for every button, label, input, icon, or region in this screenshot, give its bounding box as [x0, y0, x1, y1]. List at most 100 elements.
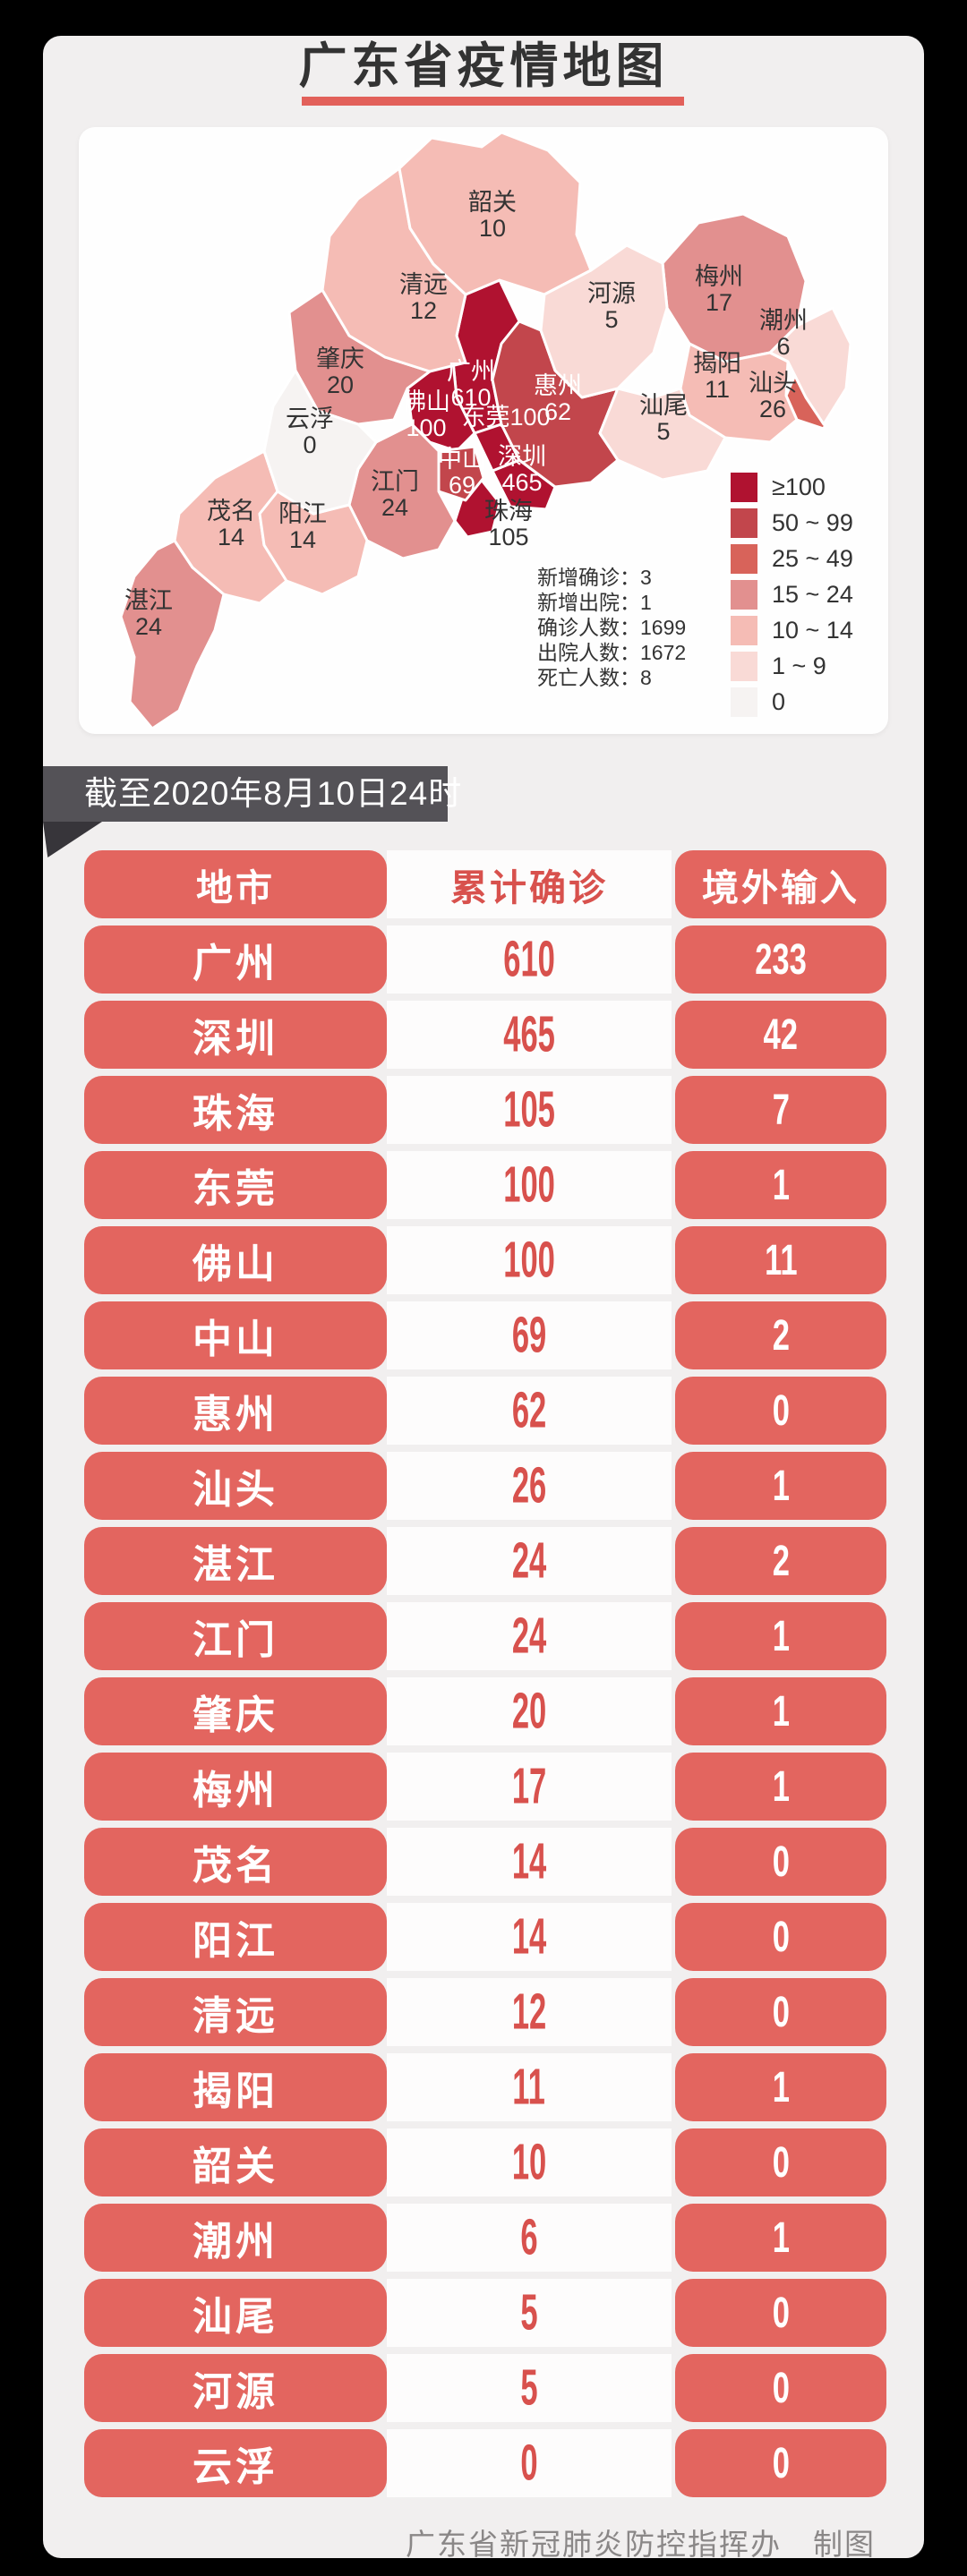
stat-line: 新增确诊：3	[537, 566, 652, 589]
imported-cell: 233	[675, 925, 886, 994]
legend-item: 1 ~ 9	[731, 652, 853, 681]
map-city-label: 梅州	[695, 263, 743, 290]
confirmed-cell: 105	[387, 1076, 672, 1144]
city-cell: 梅州	[84, 1753, 387, 1821]
table-row: 河源 5 0	[84, 2354, 886, 2422]
stat-line: 确诊人数：1699	[537, 616, 687, 639]
table-row: 江门 24 1	[84, 1602, 886, 1670]
table-row: 惠州 62 0	[84, 1377, 886, 1445]
table-row: 珠海 105 7	[84, 1076, 886, 1144]
legend-item: 50 ~ 99	[731, 508, 853, 538]
map-city-label: 24	[135, 613, 162, 640]
table-row: 韶关 10 0	[84, 2128, 886, 2196]
legend-item: 10 ~ 14	[731, 616, 853, 645]
map-city-label: 0	[303, 431, 316, 458]
map-city-label: 肇庆	[316, 345, 364, 372]
table-row: 深圳 465 42	[84, 1001, 886, 1069]
imported-cell: 0	[675, 1828, 886, 1896]
table-row: 潮州 6 1	[84, 2204, 886, 2272]
province-map: 广州610深圳465珠海105东莞100佛山100中山69惠州62汕头26湛江2…	[119, 131, 852, 730]
city-cell: 河源	[84, 2354, 387, 2422]
map-card: 广州 610 深圳 465 珠海 105 东莞100 佛山 100 中山 69 惠州 62 汕头 26 湛江 2…	[79, 127, 888, 734]
map-city-label: 河源	[587, 280, 636, 307]
imported-cell: 11	[675, 1226, 886, 1294]
imported-cell: 1	[675, 2204, 886, 2272]
city-cell: 茂名	[84, 1828, 387, 1896]
imported-cell: 0	[675, 1903, 886, 1971]
confirmed-cell: 69	[387, 1301, 672, 1369]
imported-cell: 0	[675, 2354, 886, 2422]
legend-label: 50 ~ 99	[772, 509, 853, 536]
confirmed-cell: 24	[387, 1602, 672, 1670]
imported-cell: 1	[675, 1151, 886, 1219]
map-city-label: 深圳	[498, 443, 546, 470]
city-cell: 汕尾	[84, 2279, 387, 2347]
map-region-heyuan	[539, 243, 669, 399]
legend-label: 10 ~ 14	[772, 617, 853, 644]
map-region-yunfu	[262, 369, 378, 516]
map-city-label: 105	[488, 524, 528, 550]
table-row: 肇庆 20 1	[84, 1677, 886, 1745]
title-underline	[302, 97, 684, 106]
legend-swatch	[731, 616, 757, 645]
header-city: 地市	[84, 850, 387, 918]
city-cell: 湛江	[84, 1527, 387, 1595]
map-city-label: 汕尾	[639, 392, 688, 419]
header-imported: 境外输入	[675, 850, 886, 918]
legend-item: ≥100	[731, 473, 853, 502]
map-city-label: 佛山	[402, 388, 450, 415]
imported-cell: 2	[675, 1301, 886, 1369]
map-city-label: 5	[656, 418, 670, 445]
map-labels: 广州610深圳465珠海105东莞100佛山100中山69惠州62汕头26湛江2…	[124, 189, 808, 640]
legend-label: 1 ~ 9	[772, 653, 826, 679]
map-city-label: 6	[776, 333, 790, 360]
legend-swatch	[731, 508, 757, 538]
confirmed-cell: 62	[387, 1377, 672, 1445]
map-region-shanwei	[598, 387, 727, 482]
imported-cell: 42	[675, 1001, 886, 1069]
legend-swatch	[731, 652, 757, 681]
city-cell: 广州	[84, 925, 387, 994]
city-cell: 东莞	[84, 1151, 387, 1219]
map-city-label: 14	[218, 524, 244, 550]
map-city-label: 云浮	[286, 405, 334, 432]
map-city-label: 揭阳	[693, 350, 741, 377]
stat-line: 出院人数：1672	[537, 641, 687, 664]
city-cell: 潮州	[84, 2204, 387, 2272]
table-row: 佛山 100 11	[84, 1226, 886, 1294]
map-stats: 新增确诊：3 新增出院：1 确诊人数：1699 出院人数：1672 死亡人数：8	[537, 565, 686, 690]
confirmed-cell: 11	[387, 2053, 672, 2121]
imported-cell: 1	[675, 1753, 886, 1821]
confirmed-cell: 100	[387, 1226, 672, 1294]
table-row: 清远 12 0	[84, 1978, 886, 2046]
map-city-label: 中山	[438, 446, 486, 473]
map-city-label: 珠海	[484, 498, 533, 525]
city-cell: 深圳	[84, 1001, 387, 1069]
map-city-label: 东莞100	[461, 404, 550, 431]
legend-swatch	[731, 580, 757, 610]
city-cell: 阳江	[84, 1903, 387, 1971]
legend-swatch	[731, 544, 757, 574]
map-city-label: 湛江	[124, 587, 173, 614]
confirmed-cell: 12	[387, 1978, 672, 2046]
table-row: 中山 69 2	[84, 1301, 886, 1369]
imported-cell: 0	[675, 2128, 886, 2196]
city-cell: 惠州	[84, 1377, 387, 1445]
imported-cell: 7	[675, 1076, 886, 1144]
confirmed-cell: 24	[387, 1527, 672, 1595]
legend-label: ≥100	[772, 473, 826, 500]
map-city-label: 69	[449, 472, 475, 499]
page-title: 广东省疫情地图	[298, 39, 669, 93]
confirmed-cell: 610	[387, 925, 672, 994]
map-city-label: 10	[479, 215, 506, 242]
stat-line: 死亡人数：8	[537, 666, 652, 689]
data-table: 地市 累计确诊 境外输入 广州 610 233 深圳 465 42 珠海 105 7 东莞 100 1…	[84, 850, 886, 2504]
confirmed-cell: 14	[387, 1903, 672, 1971]
city-cell: 韶关	[84, 2128, 387, 2196]
legend-label: 0	[772, 688, 786, 715]
city-cell: 汕头	[84, 1452, 387, 1520]
imported-cell: 1	[675, 1677, 886, 1745]
map-region-shaoguan	[398, 131, 593, 296]
table-row: 云浮 0 0	[84, 2429, 886, 2497]
map-city-label: 茂名	[207, 498, 255, 525]
